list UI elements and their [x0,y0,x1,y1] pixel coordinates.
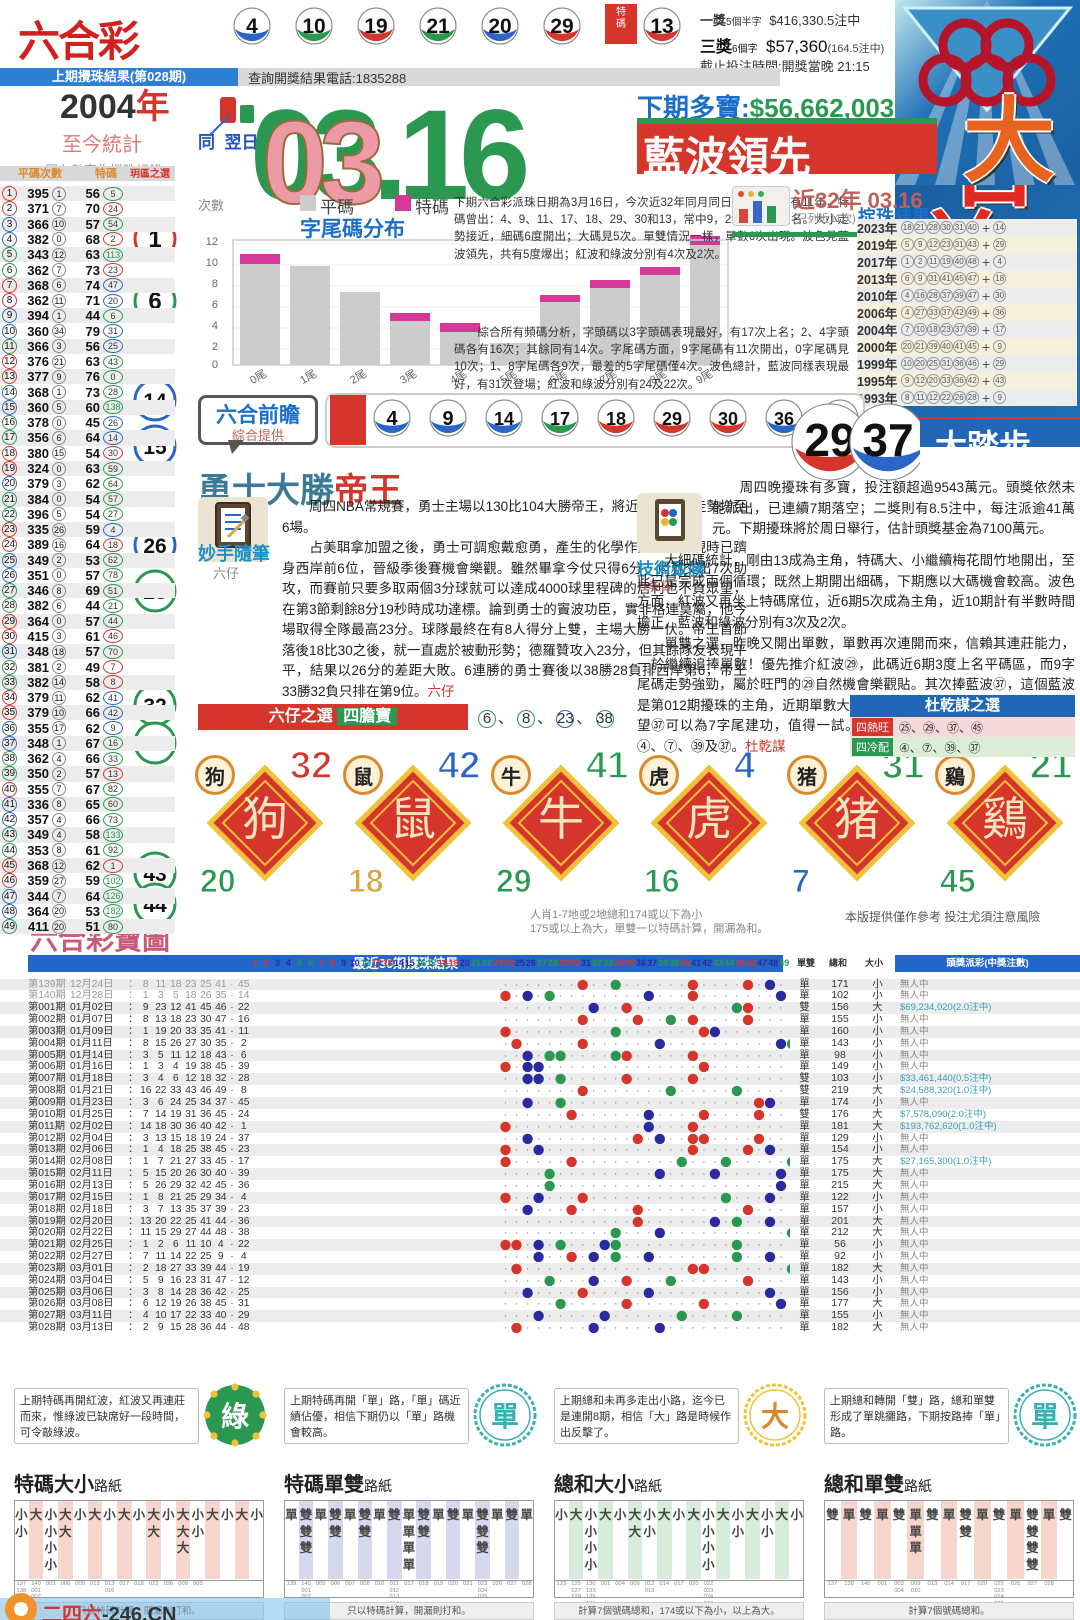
svg-text:2: 2 [212,341,218,353]
svg-text:綠: 綠 [221,1401,249,1432]
svg-text:大: 大 [761,1401,789,1432]
svg-text:4: 4 [386,408,398,430]
svg-text:29: 29 [804,414,855,466]
svg-text:3尾: 3尾 [398,367,419,385]
svg-text:12: 12 [206,236,218,248]
svg-text:猪: 猪 [834,793,880,845]
svg-text:單: 單 [1031,1401,1059,1432]
svg-text:2尾: 2尾 [348,367,369,385]
svg-text:30: 30 [718,409,738,429]
svg-text:鷄: 鷄 [982,793,1028,845]
svg-text:21: 21 [426,15,450,38]
svg-text:0尾: 0尾 [248,367,269,385]
svg-text:17: 17 [550,409,570,429]
svg-text:單: 單 [491,1401,519,1432]
svg-text:1尾: 1尾 [298,367,319,385]
svg-text:4: 4 [246,15,258,38]
svg-text:13: 13 [650,15,673,38]
svg-text:19: 19 [364,15,387,38]
svg-text:14: 14 [494,409,514,429]
svg-text:20: 20 [488,15,511,38]
svg-text:狗: 狗 [242,793,288,845]
svg-text:8: 8 [212,278,218,290]
svg-text:6: 6 [212,299,218,311]
svg-text:虎: 虎 [686,793,732,845]
svg-text:0: 0 [212,359,218,371]
svg-text:37: 37 [862,414,913,466]
svg-text:10: 10 [206,257,218,269]
svg-text:9: 9 [442,408,453,430]
svg-text:29: 29 [550,15,573,38]
svg-text:4: 4 [212,320,218,332]
svg-text:18: 18 [606,409,626,429]
svg-text:鼠: 鼠 [390,793,436,845]
svg-text:牛: 牛 [538,793,584,845]
svg-text:29: 29 [662,409,682,429]
svg-text:10: 10 [302,15,325,38]
